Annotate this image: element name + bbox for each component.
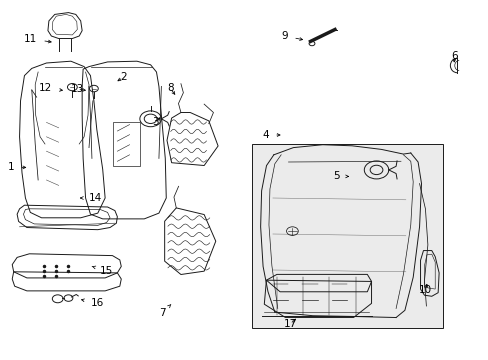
Text: 11: 11 xyxy=(23,34,51,44)
Text: 10: 10 xyxy=(418,284,431,295)
Text: 16: 16 xyxy=(81,298,104,308)
Text: 5: 5 xyxy=(332,171,348,181)
Text: 9: 9 xyxy=(281,31,302,41)
Text: 6: 6 xyxy=(450,51,457,62)
Text: 15: 15 xyxy=(92,266,113,276)
Text: 4: 4 xyxy=(262,130,280,140)
Bar xyxy=(251,144,442,328)
Text: 13: 13 xyxy=(70,84,85,94)
Text: 14: 14 xyxy=(81,193,102,203)
Text: 17: 17 xyxy=(283,319,296,329)
Text: 2: 2 xyxy=(118,72,126,82)
Text: 1: 1 xyxy=(7,162,26,172)
Text: 7: 7 xyxy=(159,305,170,318)
Bar xyxy=(113,122,140,166)
Text: 3: 3 xyxy=(152,117,160,127)
Text: 12: 12 xyxy=(39,83,62,93)
Text: 8: 8 xyxy=(166,83,175,94)
